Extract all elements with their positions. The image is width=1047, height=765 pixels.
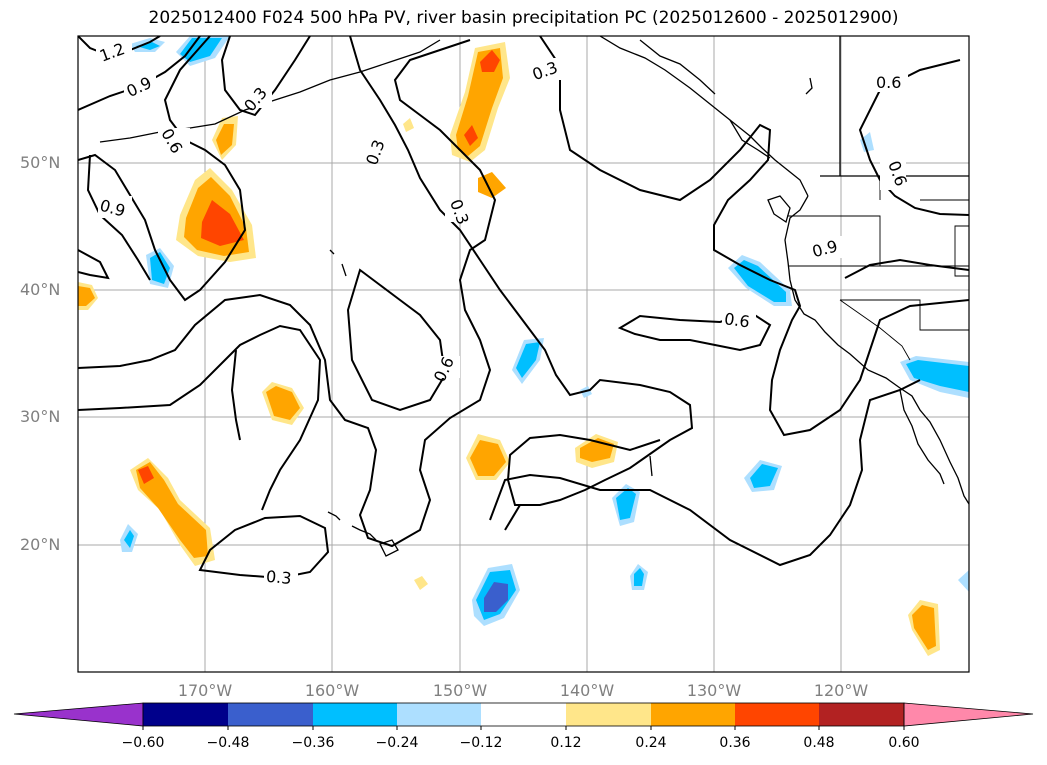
positive-anomaly-area (138, 466, 154, 484)
colorbar-tick-label: 0.24 (635, 735, 667, 751)
positive-anomaly-area (912, 605, 936, 650)
negative-anomaly-area (906, 360, 969, 392)
colorbar-segment (397, 703, 481, 726)
positive-anomaly-area (456, 48, 503, 156)
gridlines (78, 36, 969, 672)
negative-anomaly-area (634, 568, 644, 586)
colorbar-segment (228, 703, 313, 726)
colorbar-tick-label: −0.36 (291, 735, 335, 751)
positive-anomaly-area (464, 125, 478, 146)
lon-label: 160°W (304, 681, 360, 700)
colorbar-tick-label: 0.48 (803, 735, 835, 751)
colorbar-segment (735, 703, 819, 726)
colorbar-tick-label: 0.60 (888, 735, 920, 751)
negative-anomaly-area (124, 530, 134, 548)
lat-label: 20°N (20, 535, 61, 554)
negative-anomaly-area (750, 464, 778, 488)
contour-label: 0.6 (723, 309, 751, 331)
colorbar-tick-label: −0.24 (375, 735, 419, 751)
colorbar-segment (143, 703, 228, 726)
lon-label: 150°W (432, 681, 488, 700)
colorbar-tick-label: −0.60 (121, 735, 165, 751)
lon-label: 120°W (813, 681, 869, 700)
negative-anomaly-area (516, 342, 540, 378)
positive-anomaly-area (216, 124, 234, 155)
lat-label: 30°N (20, 407, 61, 426)
negative-anomaly-area (958, 570, 969, 592)
lon-label: 140°W (559, 681, 615, 700)
map-frame (77, 35, 970, 673)
positive-anomaly-area (403, 118, 414, 132)
positive-anomaly-area (414, 576, 428, 590)
positive-anomaly-area (266, 386, 300, 420)
colorbar (13, 702, 1034, 730)
colorbar-segment (651, 703, 735, 726)
colorbar-extend-low (13, 702, 144, 727)
lon-label: 170°W (177, 681, 233, 700)
colorbar-tick-label: −0.12 (459, 735, 503, 751)
lat-label: 50°N (20, 153, 61, 172)
contour-label: 0.3 (265, 567, 292, 588)
colorbar-tick-label: 0.12 (550, 735, 582, 751)
negative-anomaly-area (150, 252, 170, 284)
map-area: 1.2 0.9 0.3 0.6 0.3 0.3 0.6 0.9 0.3 0.6 … (78, 36, 969, 672)
colorbar-segment (481, 703, 566, 726)
positive-anomaly-area (480, 50, 500, 72)
negative-anomaly-area (734, 260, 786, 302)
negative-anomaly-area (136, 42, 160, 50)
negative-anomaly-area (180, 38, 222, 62)
negative-anomaly-area (860, 132, 874, 152)
colorbar-segment (313, 703, 397, 726)
coastlines (99, 36, 969, 557)
negative-anomaly-area (616, 488, 636, 520)
map-title: 2025012400 F024 500 hPa PV, river basin … (148, 8, 899, 28)
colorbar-tick-label: −0.48 (206, 735, 250, 751)
colorbar-extend-high (903, 702, 1034, 727)
negative-anomaly-area (484, 582, 508, 612)
colorbar-segment (566, 703, 651, 726)
positive-anomaly-area (78, 286, 95, 306)
colorbar-segment (819, 703, 904, 726)
lat-label: 40°N (20, 280, 61, 299)
pv-contours (78, 36, 969, 580)
positive-anomaly-area (136, 462, 208, 558)
colorbar-tick-label: 0.36 (719, 735, 751, 751)
contour-labels: 1.2 0.9 0.3 0.6 0.3 0.3 0.6 0.9 0.3 0.6 … (96, 39, 911, 588)
positive-anomaly-area (470, 440, 506, 476)
precipitation-shading (78, 36, 969, 656)
positive-anomaly-area (201, 200, 244, 246)
lon-label: 130°W (686, 681, 742, 700)
contour-label: 0.6 (876, 73, 901, 92)
